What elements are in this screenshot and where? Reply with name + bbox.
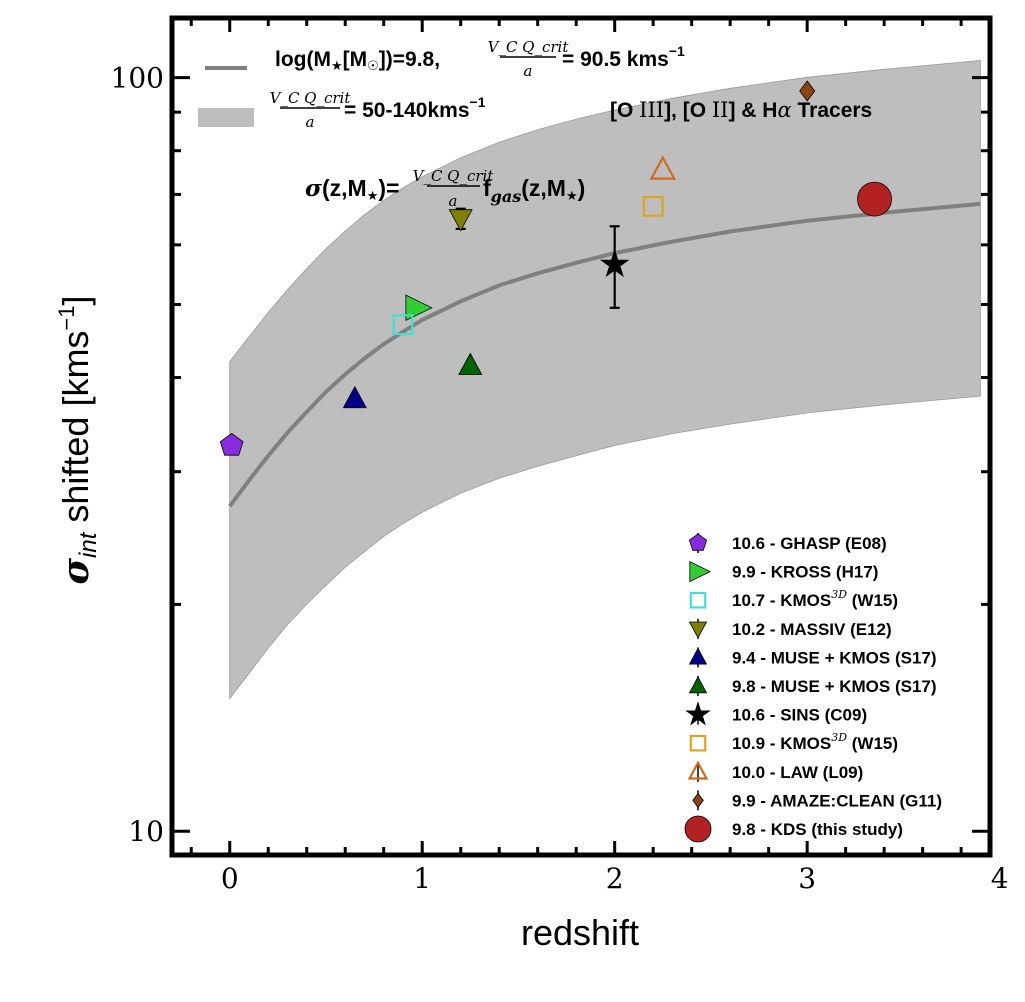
legend-label-8: 10.0 - LAW (L09) — [732, 763, 863, 782]
model-curve — [228, 201, 981, 508]
legend-band-fraction: V_C Q_crit a — [270, 89, 352, 131]
data-point-5 — [458, 352, 483, 375]
legend-label-9: 9.9 - AMAZE:CLEAN (G11) — [732, 791, 942, 810]
equation-lhs: σ(z,M★)= — [305, 175, 399, 203]
legend-label-7: 10.9 - KMOS3D (W15) — [732, 731, 898, 753]
legend-marker-9 — [692, 792, 704, 809]
y-axis-sub: int — [75, 531, 102, 558]
data-point-1 — [405, 294, 433, 322]
data-point-0 — [219, 433, 244, 456]
equation-numerator: V_C Q_crit — [413, 167, 495, 185]
y-axis-sigma: σ — [55, 558, 97, 585]
data-point-6 — [599, 248, 630, 278]
fraction-denominator: a — [306, 113, 315, 131]
y-axis-sup: −1 — [54, 305, 79, 330]
x-tick-label: 2 — [606, 862, 624, 895]
fraction-numerator: V_C Q_crit — [270, 89, 352, 107]
x-tick-label: 4 — [991, 862, 1009, 895]
legend-model-fraction: V_C Q_crit a — [488, 38, 570, 80]
legend-label-10: 9.8 - KDS (this study) — [732, 820, 903, 839]
tick-labels: 0 1 2 3 4 10 100 — [111, 62, 1009, 895]
legend-label-1: 9.9 - KROSS (H17) — [732, 563, 878, 582]
legend-model-label: log(M★[M☉])=9.8, — [275, 48, 440, 73]
data-point-4 — [342, 385, 367, 409]
equation-rhs: fgas(z,M★) — [483, 175, 585, 206]
plot-area — [219, 60, 981, 700]
data-point-10 — [857, 181, 892, 217]
equation-denominator: a — [449, 192, 458, 210]
legend-marker-5 — [688, 676, 708, 694]
legend-label-0: 10.6 - GHASP (E08) — [732, 534, 887, 553]
legend-band-swatch — [198, 108, 254, 127]
legend-label-6: 10.6 - SINS (C09) — [732, 706, 867, 725]
legend-marker-2 — [689, 591, 707, 609]
legend-marker-3 — [688, 621, 708, 639]
legend-marker-8 — [687, 760, 709, 780]
y-tick-label: 10 — [128, 815, 164, 848]
legend-marker-10 — [684, 815, 712, 843]
data-markers — [219, 80, 892, 456]
legend-marker-1 — [689, 561, 712, 583]
data-point-9 — [799, 80, 816, 102]
legend-marker-0 — [688, 533, 708, 551]
plot-frame — [169, 15, 993, 858]
data-point-7 — [642, 195, 664, 217]
legend-band-value: = 50-140kms−1 — [344, 94, 486, 122]
x-tick-label: 1 — [413, 862, 431, 895]
x-tick-label: 3 — [798, 862, 816, 895]
legend-label-5: 9.8 - MUSE + KMOS (S17) — [732, 677, 937, 696]
legend-marker-7 — [689, 734, 707, 752]
axis-ticks — [172, 18, 990, 855]
y-axis-label: σint shifted [kms−1] — [54, 295, 102, 584]
top-legend: log(M★[M☉])=9.8, V_C Q_crit a = 90.5 kms… — [198, 38, 872, 131]
tracers-label: [O III], [O II] & Hα Tracers — [610, 98, 872, 122]
legend-model-value: = 90.5 kms−1 — [562, 43, 685, 71]
legend-marker-4 — [688, 647, 708, 665]
series-legend: 10.6 - GHASP (E08) 9.9 - KROSS (H17) 10.7 … — [684, 533, 942, 843]
data-point-8 — [649, 155, 677, 180]
legend-label-3: 10.2 - MASSIV (E12) — [732, 620, 892, 639]
fraction-denominator: a — [524, 62, 533, 80]
equation-annotation: σ(z,M★)= V_C Q_crit a fgas(z,M★) — [305, 167, 585, 210]
model-band — [229, 60, 981, 700]
x-tick-label: 0 — [221, 862, 239, 895]
legend-marker-6 — [685, 701, 711, 726]
fraction-numerator: V_C Q_crit — [488, 38, 570, 56]
legend-label-2: 10.7 - KMOS3D (W15) — [732, 588, 898, 610]
data-point-2 — [392, 314, 414, 336]
y-axis-main: shifted [kms — [55, 331, 96, 533]
legend-label-4: 9.4 - MUSE + KMOS (S17) — [732, 648, 937, 667]
x-axis-label: redshift — [521, 912, 639, 953]
y-axis-close: ] — [55, 295, 96, 305]
data-point-3 — [448, 209, 473, 232]
y-tick-label: 100 — [111, 62, 164, 95]
